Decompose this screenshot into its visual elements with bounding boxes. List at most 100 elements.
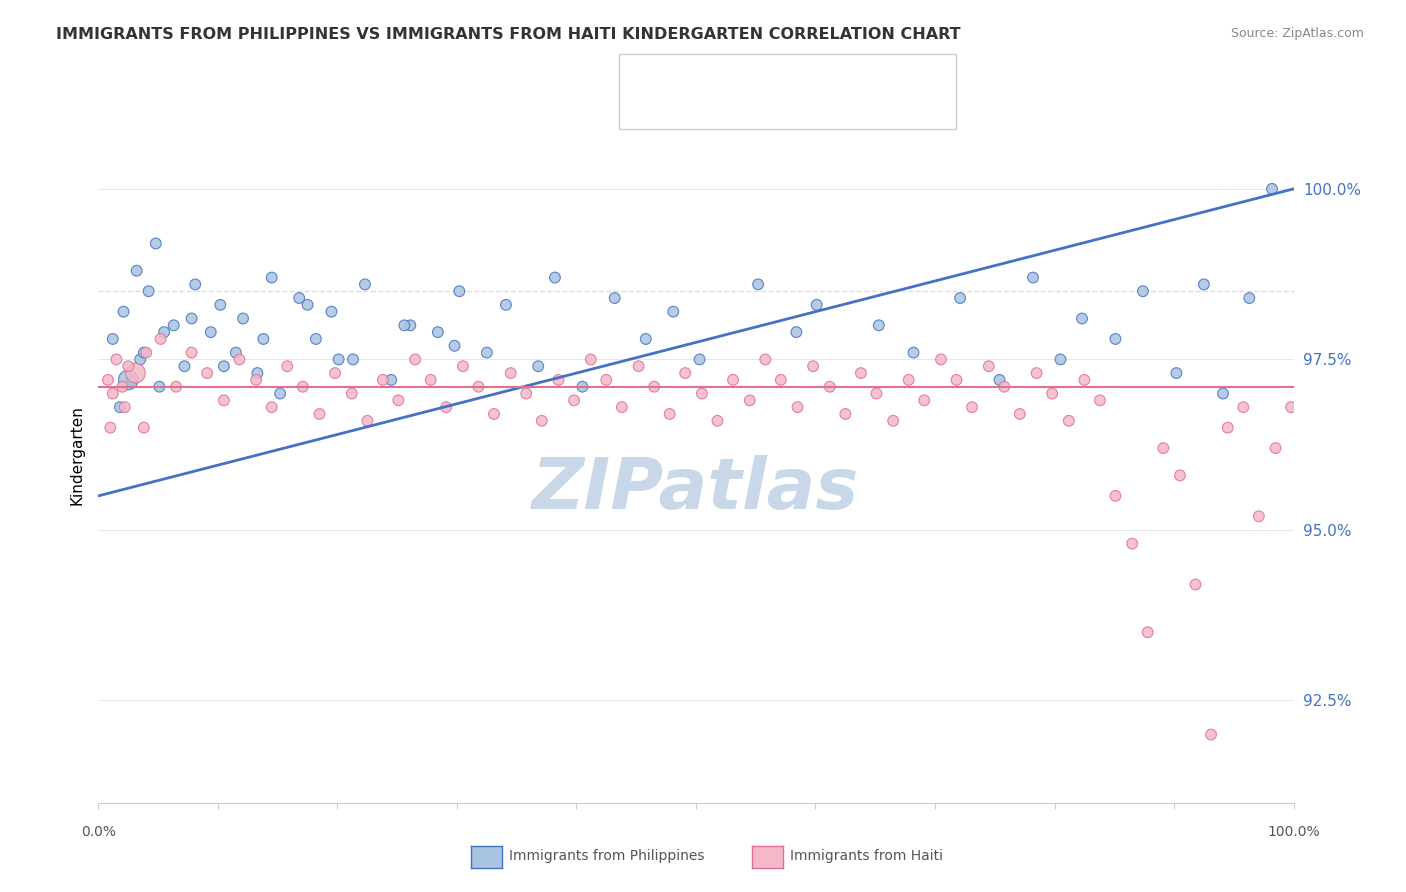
Point	[1199, 728, 1222, 742]
Point	[225, 345, 247, 359]
Point	[801, 359, 824, 374]
Point	[818, 380, 841, 394]
Point	[124, 366, 146, 380]
Point	[195, 366, 218, 380]
Point	[868, 318, 890, 333]
Point	[245, 373, 267, 387]
Point	[451, 359, 474, 374]
Point	[1040, 386, 1063, 401]
Point	[897, 373, 920, 387]
Point	[806, 298, 828, 312]
Point	[163, 318, 186, 333]
Point	[482, 407, 505, 421]
Y-axis label: Kindergarten: Kindergarten	[69, 405, 84, 505]
Point	[419, 373, 441, 387]
Point	[515, 386, 537, 401]
Point	[579, 352, 602, 367]
Point	[627, 359, 650, 374]
Point	[97, 373, 120, 387]
Point	[903, 345, 925, 359]
Point	[912, 393, 935, 408]
Text: R = -0.000    N = 82: R = -0.000 N = 82	[665, 101, 848, 115]
Point	[145, 236, 167, 251]
Point	[689, 352, 711, 367]
Point	[148, 380, 170, 394]
Point	[449, 284, 471, 298]
Point	[132, 420, 155, 434]
Point	[180, 311, 202, 326]
Point	[232, 311, 254, 326]
Point	[1008, 407, 1031, 421]
Point	[929, 352, 952, 367]
Point	[1168, 468, 1191, 483]
Point	[129, 352, 152, 367]
Point	[1071, 311, 1094, 326]
Point	[1184, 577, 1206, 591]
Point	[98, 420, 122, 434]
Point	[467, 380, 489, 394]
Point	[562, 393, 585, 408]
Point	[288, 291, 311, 305]
Point	[610, 400, 633, 414]
Point	[1121, 536, 1143, 550]
Point	[658, 407, 681, 421]
Point	[785, 325, 807, 339]
Point	[117, 373, 139, 387]
Point	[305, 332, 328, 346]
Point	[1132, 284, 1154, 298]
Point	[834, 407, 856, 421]
Point	[371, 373, 394, 387]
Point	[1073, 373, 1095, 387]
Point	[993, 380, 1015, 394]
Text: Immigrants from Philippines: Immigrants from Philippines	[509, 849, 704, 863]
Point	[977, 359, 1000, 374]
Point	[595, 373, 617, 387]
Point	[786, 400, 808, 414]
Point	[1104, 332, 1126, 346]
Point	[1057, 414, 1080, 428]
Point	[297, 298, 319, 312]
Point	[399, 318, 422, 333]
Point	[769, 373, 792, 387]
Point	[200, 325, 222, 339]
Point	[443, 339, 465, 353]
Point	[212, 359, 235, 374]
Point	[173, 359, 195, 374]
Text: ZIPatlas: ZIPatlas	[533, 455, 859, 524]
Point	[634, 332, 657, 346]
Text: R =  0.419    N = 64: R = 0.419 N = 64	[665, 70, 848, 84]
Point	[949, 291, 972, 305]
Point	[121, 373, 143, 387]
Point	[340, 386, 363, 401]
Point	[149, 332, 172, 346]
Point	[882, 414, 904, 428]
Point	[499, 366, 522, 380]
Point	[849, 366, 872, 380]
Point	[342, 352, 364, 367]
Point	[276, 359, 298, 374]
Point	[135, 345, 157, 359]
Point	[111, 380, 134, 394]
Point	[544, 270, 567, 285]
Point	[738, 393, 761, 408]
Point	[1104, 489, 1126, 503]
Point	[1192, 277, 1215, 292]
Text: Source: ZipAtlas.com: Source: ZipAtlas.com	[1230, 27, 1364, 40]
Point	[117, 359, 139, 374]
Point	[1216, 420, 1239, 434]
Point	[387, 393, 409, 408]
Point	[673, 366, 696, 380]
Point	[571, 380, 593, 394]
Point	[260, 270, 283, 285]
Point	[960, 400, 983, 414]
Point	[527, 359, 550, 374]
Point	[1264, 441, 1286, 455]
Point	[662, 304, 685, 318]
Point	[865, 386, 887, 401]
Point	[125, 264, 148, 278]
Point	[530, 414, 553, 428]
Point	[105, 352, 128, 367]
Point	[180, 345, 202, 359]
Text: Immigrants from Haiti: Immigrants from Haiti	[790, 849, 943, 863]
Point	[328, 352, 350, 367]
